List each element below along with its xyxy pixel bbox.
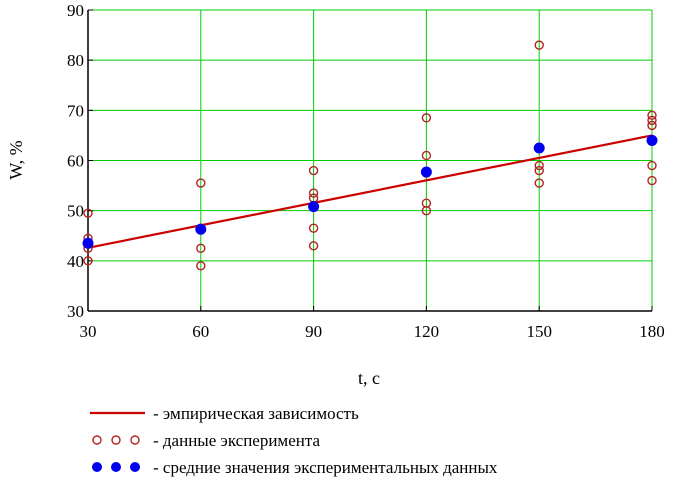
series-layer	[82, 40, 658, 271]
legend-label: - данные эксперимента	[153, 431, 320, 450]
data-point	[534, 160, 544, 171]
data-point	[534, 40, 544, 50]
data-point	[308, 241, 319, 251]
y-tick-label: 80	[67, 51, 84, 70]
x-axis-label: t, c	[358, 368, 380, 388]
data-point	[421, 113, 432, 123]
legend-open-circle-swatch	[92, 435, 102, 445]
data-point	[421, 205, 432, 216]
empirical-line	[87, 134, 653, 249]
legend-filled-circle-swatch	[130, 462, 140, 472]
data-point	[83, 256, 93, 266]
x-tick-label: 150	[526, 322, 552, 341]
x-tick-label: 60	[192, 322, 209, 341]
data-point	[534, 178, 544, 188]
y-tick-label: 70	[67, 101, 84, 120]
y-tick-label: 90	[67, 1, 84, 20]
tick-labels: 30 60 90 120 150 180 30 40 50 60 70 80 90	[67, 1, 665, 341]
legend-filled-circle-swatch	[111, 462, 121, 472]
x-tick-label: 120	[414, 322, 440, 341]
mean-point	[533, 142, 545, 154]
legend-label: - эмпирическая зависимость	[153, 404, 359, 423]
data-point	[647, 160, 657, 171]
mean-point	[420, 166, 432, 178]
data-point	[83, 208, 93, 218]
legend: - эмпирическая зависимость - данные экспе…	[90, 404, 498, 477]
data-point	[308, 188, 319, 198]
data-point	[196, 178, 206, 188]
x-tick-label: 90	[305, 322, 322, 341]
legend-entry: - эмпирическая зависимость	[90, 404, 359, 423]
y-tick-label: 30	[67, 302, 84, 321]
data-point	[647, 110, 657, 121]
data-point	[647, 115, 657, 126]
data-point	[534, 165, 544, 176]
y-tick-label: 40	[67, 252, 84, 271]
legend-entry: - данные эксперимента	[92, 431, 320, 450]
data-point	[196, 261, 206, 271]
mean-point	[308, 201, 320, 213]
data-point	[196, 243, 206, 253]
data-point	[647, 175, 657, 186]
legend-label: - средние значения экспериментальных дан…	[153, 458, 498, 477]
y-tick-label: 50	[67, 202, 84, 221]
grid	[87, 9, 653, 312]
data-point	[308, 223, 319, 233]
legend-filled-circle-swatch	[92, 462, 102, 472]
x-tick-label: 180	[639, 322, 665, 341]
mean-point	[82, 237, 94, 249]
mean-point	[195, 223, 207, 235]
y-tick-label: 60	[67, 152, 84, 171]
mean-point	[646, 134, 658, 146]
y-axis-label: W, %	[6, 140, 26, 179]
legend-open-circle-swatch	[111, 435, 121, 445]
data-point	[647, 120, 657, 131]
legend-open-circle-swatch	[130, 435, 140, 445]
data-point	[421, 150, 432, 161]
data-point	[308, 165, 319, 176]
legend-entry: - средние значения экспериментальных дан…	[92, 458, 498, 477]
x-tick-label: 30	[80, 322, 97, 341]
